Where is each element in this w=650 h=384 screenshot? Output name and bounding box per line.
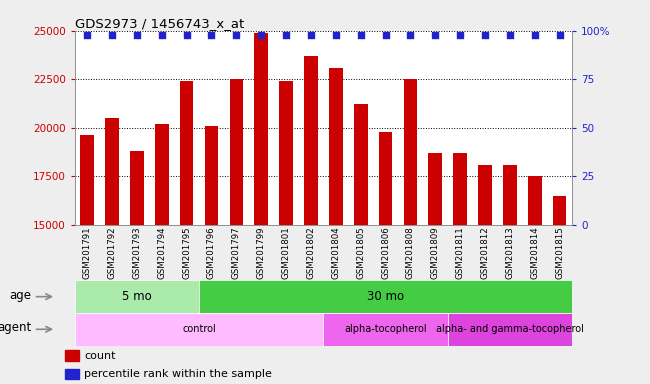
Text: percentile rank within the sample: percentile rank within the sample bbox=[84, 369, 272, 379]
Bar bbox=[205, 126, 218, 225]
Bar bbox=[428, 153, 442, 225]
Bar bbox=[65, 369, 79, 379]
Bar bbox=[280, 81, 293, 225]
Bar bbox=[81, 136, 94, 225]
Text: count: count bbox=[84, 351, 116, 361]
Text: GSM201808: GSM201808 bbox=[406, 226, 415, 279]
Text: GSM201801: GSM201801 bbox=[281, 226, 291, 279]
Bar bbox=[448, 313, 572, 346]
Bar bbox=[324, 313, 448, 346]
Point bbox=[331, 31, 341, 38]
Text: GSM201813: GSM201813 bbox=[505, 226, 514, 279]
Text: GSM201796: GSM201796 bbox=[207, 226, 216, 279]
Point bbox=[405, 31, 415, 38]
Point bbox=[132, 31, 142, 38]
Point bbox=[554, 31, 565, 38]
Text: GSM201814: GSM201814 bbox=[530, 226, 540, 279]
Text: control: control bbox=[182, 324, 216, 334]
Bar bbox=[130, 151, 144, 225]
Text: GSM201791: GSM201791 bbox=[83, 226, 92, 279]
Text: GSM201815: GSM201815 bbox=[555, 226, 564, 279]
Point bbox=[181, 31, 192, 38]
Bar bbox=[354, 104, 367, 225]
Point bbox=[455, 31, 465, 38]
Text: alpha- and gamma-tocopherol: alpha- and gamma-tocopherol bbox=[436, 324, 584, 334]
Point bbox=[480, 31, 490, 38]
Point bbox=[356, 31, 366, 38]
Bar bbox=[453, 153, 467, 225]
Bar bbox=[105, 118, 119, 225]
Bar bbox=[503, 164, 517, 225]
Text: GSM201795: GSM201795 bbox=[182, 226, 191, 279]
Point bbox=[107, 31, 117, 38]
Text: agent: agent bbox=[0, 321, 31, 334]
Text: GSM201806: GSM201806 bbox=[381, 226, 390, 279]
Text: GSM201794: GSM201794 bbox=[157, 226, 166, 279]
Bar bbox=[478, 164, 492, 225]
Bar bbox=[75, 280, 199, 313]
Text: GSM201809: GSM201809 bbox=[431, 226, 440, 279]
Text: age: age bbox=[9, 288, 31, 301]
Text: alpha-tocopherol: alpha-tocopherol bbox=[344, 324, 427, 334]
Bar bbox=[379, 132, 393, 225]
Point bbox=[430, 31, 441, 38]
Bar bbox=[329, 68, 343, 225]
Point bbox=[380, 31, 391, 38]
Bar bbox=[552, 195, 566, 225]
Bar bbox=[65, 350, 79, 361]
Bar bbox=[528, 176, 541, 225]
Text: GSM201802: GSM201802 bbox=[306, 226, 315, 279]
Bar bbox=[404, 79, 417, 225]
Text: GSM201797: GSM201797 bbox=[232, 226, 241, 279]
Text: GSM201793: GSM201793 bbox=[133, 226, 142, 279]
Point bbox=[256, 31, 266, 38]
Point bbox=[206, 31, 216, 38]
Bar bbox=[199, 280, 572, 313]
Point bbox=[530, 31, 540, 38]
Bar bbox=[155, 124, 168, 225]
Bar bbox=[180, 81, 194, 225]
Text: GDS2973 / 1456743_x_at: GDS2973 / 1456743_x_at bbox=[75, 17, 244, 30]
Point bbox=[157, 31, 167, 38]
Text: 5 mo: 5 mo bbox=[122, 290, 152, 303]
Text: GSM201792: GSM201792 bbox=[107, 226, 116, 279]
Text: GSM201812: GSM201812 bbox=[480, 226, 489, 279]
Text: GSM201804: GSM201804 bbox=[332, 226, 341, 279]
Point bbox=[504, 31, 515, 38]
Point bbox=[281, 31, 291, 38]
Point bbox=[306, 31, 316, 38]
Point bbox=[231, 31, 242, 38]
Text: 30 mo: 30 mo bbox=[367, 290, 404, 303]
Text: GSM201811: GSM201811 bbox=[456, 226, 465, 279]
Bar bbox=[229, 79, 243, 225]
Text: GSM201805: GSM201805 bbox=[356, 226, 365, 279]
Text: GSM201799: GSM201799 bbox=[257, 226, 266, 279]
Bar bbox=[254, 33, 268, 225]
Bar bbox=[304, 56, 318, 225]
Bar bbox=[75, 313, 324, 346]
Point bbox=[82, 31, 92, 38]
